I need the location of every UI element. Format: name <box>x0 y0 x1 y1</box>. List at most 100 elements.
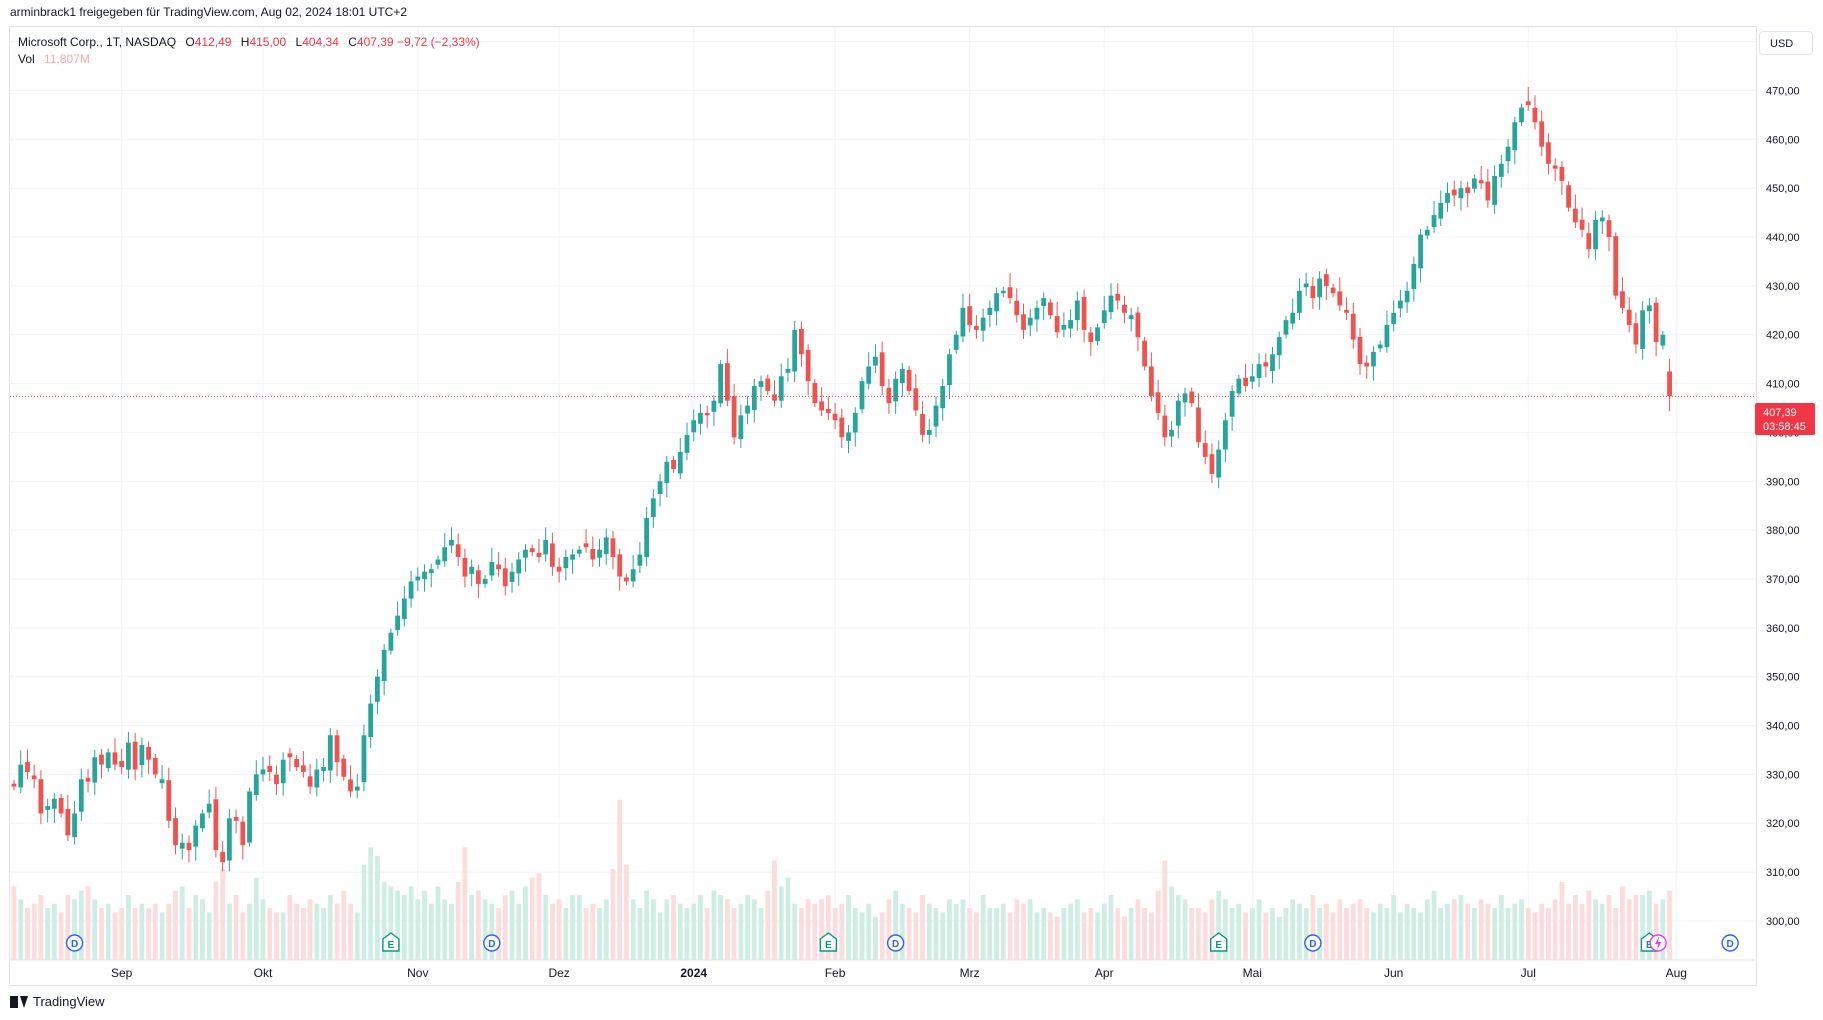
candle-body <box>1115 293 1121 301</box>
y-tick-label: 350,00 <box>1766 672 1800 684</box>
candle-body <box>1189 391 1195 404</box>
volume-bar <box>893 890 899 960</box>
candle-body <box>1081 297 1087 330</box>
y-tick-label: 370,00 <box>1766 574 1800 586</box>
candle-body <box>267 765 273 772</box>
candle-body <box>1041 298 1047 307</box>
candle-body <box>1498 163 1504 177</box>
candle-body <box>1155 392 1161 413</box>
candle-body <box>99 754 104 765</box>
candle-body <box>1613 236 1619 296</box>
volume-bar <box>1128 908 1134 960</box>
volume-bar <box>1175 895 1181 960</box>
candle-body <box>233 816 239 821</box>
candle-body <box>1384 324 1390 348</box>
candle-body <box>529 548 535 553</box>
candle-body <box>449 539 454 546</box>
tradingview-footer[interactable]: TradingView <box>10 994 105 1009</box>
volume-bar <box>906 908 912 960</box>
x-tick-label: Okt <box>254 966 273 980</box>
candle-body <box>25 761 30 772</box>
volume-bar <box>1465 903 1471 960</box>
low-value: 404,34 <box>302 35 339 49</box>
candle-body <box>193 825 199 847</box>
candle-body <box>348 779 353 792</box>
candle-body <box>1653 302 1659 343</box>
volume-bar <box>1586 890 1592 960</box>
candle-body <box>906 369 912 391</box>
volume-bar <box>435 886 441 960</box>
volume-bar <box>139 903 145 960</box>
volume-bar <box>731 908 737 960</box>
candle-body <box>1451 189 1457 196</box>
volume-bar <box>1572 895 1578 960</box>
candle-body <box>1404 290 1410 303</box>
volume-bar <box>1350 903 1356 960</box>
volume-bar <box>637 908 643 960</box>
volume-bar <box>146 908 151 960</box>
volume-bar <box>1249 908 1255 960</box>
candle-body <box>933 405 939 427</box>
volume-bar <box>200 899 205 960</box>
volume-bar <box>698 895 703 960</box>
last-price-tag: 407,39 03:58:45 <box>1755 403 1815 435</box>
candle-body <box>1593 219 1598 250</box>
dividend-marker-icon <box>1304 934 1322 952</box>
volume-bar <box>415 899 421 960</box>
candle-body <box>664 461 670 484</box>
volume-bar <box>684 908 690 960</box>
candle-body <box>1243 377 1248 387</box>
candle-body <box>1196 407 1201 443</box>
candle-body <box>597 549 602 558</box>
candle-body <box>1458 188 1464 199</box>
volume-bar <box>159 912 165 960</box>
volume-bar <box>994 908 999 960</box>
candle-body <box>186 842 192 851</box>
volume-bar <box>253 877 259 960</box>
currency-button[interactable]: USD <box>1759 31 1813 55</box>
candle-body <box>1337 291 1343 306</box>
volume-bar <box>529 877 535 960</box>
y-tick-label: 300,00 <box>1766 916 1800 928</box>
volume-bar <box>563 908 569 960</box>
volume-bar <box>1223 899 1228 960</box>
volume-bar <box>852 908 858 960</box>
candle-body <box>644 517 650 558</box>
volume-bar <box>1297 903 1302 960</box>
volume-bar <box>1626 899 1632 960</box>
volume-bar <box>1122 916 1127 960</box>
volume-bar <box>550 903 555 960</box>
volume-bar <box>186 908 192 960</box>
volume-bar <box>1397 912 1403 960</box>
candle-body <box>1142 340 1148 367</box>
volume-bar <box>260 899 266 960</box>
candle-body <box>1586 233 1592 250</box>
volume-bar <box>1142 908 1148 960</box>
candle-body <box>516 559 522 574</box>
candle-body <box>51 798 57 809</box>
candle-body <box>563 557 569 569</box>
volume-bar <box>543 895 549 960</box>
volume-bar <box>913 912 919 960</box>
volume-bar <box>664 899 670 960</box>
volume-bar <box>873 916 878 960</box>
earnings-marker-icon <box>382 932 400 952</box>
candle-body <box>698 412 703 424</box>
volume-bar <box>1606 895 1612 960</box>
candle-body <box>159 779 165 784</box>
candle-body <box>671 459 676 470</box>
x-tick-label: Dez <box>548 966 569 980</box>
candle-body <box>926 429 932 435</box>
volume-bar <box>960 899 966 960</box>
candle-body <box>45 806 51 810</box>
symbol-title[interactable]: Microsoft Corp., 1T, NASDAQ <box>18 35 177 49</box>
volume-bar <box>819 899 824 960</box>
candle-body <box>1478 180 1484 184</box>
dividend-marker-icon <box>483 934 501 952</box>
volume-label[interactable]: Vol <box>18 52 35 66</box>
volume-bar <box>1357 899 1363 960</box>
candle-body <box>745 405 750 414</box>
volume-bar <box>1653 903 1659 960</box>
volume-bar <box>327 895 333 960</box>
